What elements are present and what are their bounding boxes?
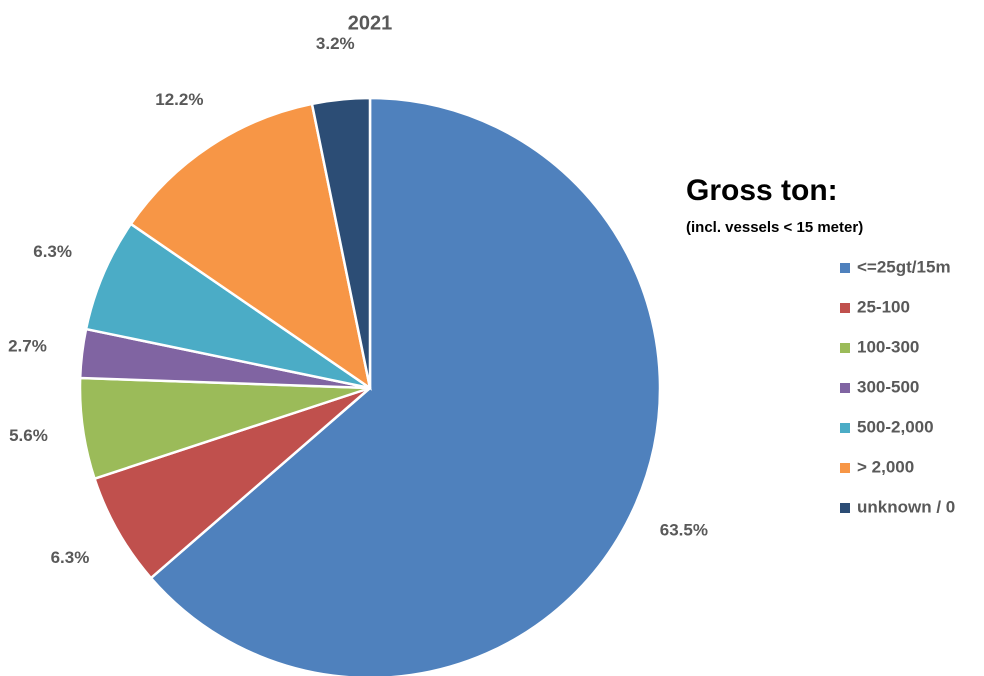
legend-marker (840, 463, 850, 473)
legend-label: 300-500 (857, 377, 919, 396)
data-label: 5.6% (9, 426, 48, 445)
legend-label: 500-2,000 (857, 417, 934, 436)
legend-label: 100-300 (857, 337, 919, 356)
chart-title: 2021 (348, 12, 393, 34)
data-label: 6.3% (51, 548, 90, 567)
pie-slice (84, 222, 371, 390)
data-label: 63.5% (660, 521, 708, 540)
data-label: 12.2% (155, 90, 203, 109)
legend-marker (840, 423, 850, 433)
pie-slice (129, 102, 372, 391)
legend-label: > 2,000 (857, 457, 914, 476)
legend-label: unknown / 0 (857, 497, 955, 516)
pie-slice (92, 386, 371, 580)
legend-label: 25-100 (857, 297, 910, 316)
data-label: 6.3% (33, 242, 72, 261)
data-label: 3.2% (316, 34, 355, 53)
legend-marker (840, 503, 850, 513)
legend-title: Gross ton: (686, 174, 838, 207)
legend-subtitle: (incl. vessels < 15 meter) (686, 219, 863, 236)
legend-label: <=25gt/15m (857, 257, 951, 276)
pie-slice (310, 96, 372, 389)
legend-marker (840, 263, 850, 273)
legend-marker (840, 303, 850, 313)
data-label: 2.7% (8, 336, 47, 355)
legend-marker (840, 383, 850, 393)
pie-slice (149, 96, 662, 676)
legend-marker (840, 343, 850, 353)
